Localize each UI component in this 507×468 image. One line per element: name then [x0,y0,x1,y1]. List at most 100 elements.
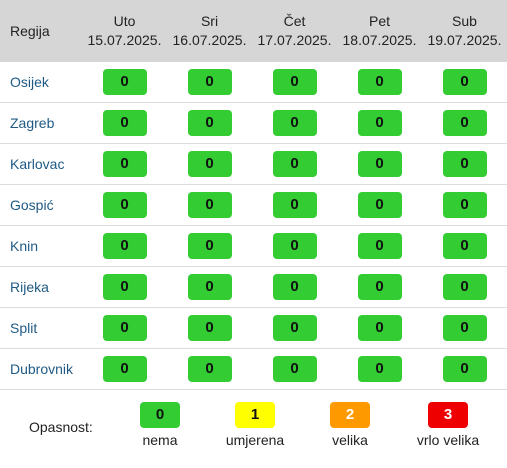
forecast-cell: 0 [337,102,422,144]
forecast-cell: 0 [422,348,507,390]
danger-level-badge: 0 [187,315,232,341]
region-link[interactable]: Knin [0,225,82,267]
legend-item-umjerena: 1 umjerena [205,402,305,448]
table-row: Gospić 0 0 0 0 0 [0,184,507,226]
forecast-cell: 0 [82,102,167,144]
danger-level-badge: 0 [187,151,232,177]
table-row: Osijek 0 0 0 0 0 [0,62,507,103]
day-name: Sub [452,13,477,29]
forecast-cell: 0 [337,62,422,103]
danger-level-badge: 0 [357,69,402,95]
day-date: 18.07.2025. [342,32,417,48]
forecast-cell: 0 [252,62,337,103]
region-link[interactable]: Rijeka [0,266,82,308]
forecast-cell: 0 [167,225,252,267]
danger-level-badge: 0 [102,233,147,259]
forecast-cell: 0 [252,266,337,308]
day-name: Uto [113,13,136,29]
day-name: Čet [283,13,306,29]
forecast-cell: 0 [82,143,167,185]
table-row: Karlovac 0 0 0 0 0 [0,143,507,185]
danger-level-badge: 0 [102,110,147,136]
table-row: Rijeka 0 0 0 0 0 [0,266,507,308]
danger-level-badge: 0 [102,356,147,382]
forecast-cell: 0 [82,225,167,267]
forecast-cell: 0 [422,266,507,308]
legend-title: Opasnost: [29,419,93,435]
danger-level-badge: 0 [442,356,487,382]
danger-level-badge: 0 [187,110,232,136]
region-link[interactable]: Karlovac [0,143,82,185]
forecast-cell: 0 [252,143,337,185]
danger-level-badge: 0 [357,356,402,382]
forecast-cell: 0 [252,225,337,267]
forecast-cell: 0 [252,307,337,349]
table-body: Osijek 0 0 0 0 0 Zagreb 0 0 0 0 0 Karlovac 0 0 0 0 0 Gospi… [0,62,507,390]
danger-level-badge: 0 [272,69,317,95]
day-column-header: Sri 16.07.2025. [167,0,252,62]
forecast-cell: 0 [82,266,167,308]
danger-level-badge: 0 [442,151,487,177]
forecast-cell: 0 [82,307,167,349]
forecast-cell: 0 [422,225,507,267]
forecast-cell: 0 [167,266,252,308]
day-column-header: Uto 15.07.2025. [82,0,167,62]
day-date: 16.07.2025. [172,32,247,48]
day-column-header: Sub 19.07.2025. [422,0,507,62]
danger-level-badge: 0 [187,233,232,259]
region-link[interactable]: Dubrovnik [0,348,82,390]
forecast-cell: 0 [167,307,252,349]
day-date: 19.07.2025. [427,32,502,48]
legend-label: vrlo velika [416,432,480,448]
danger-level-badge: 0 [357,274,402,300]
danger-level-badge: 0 [102,69,147,95]
danger-level-badge: 0 [102,151,147,177]
legend-badge: 2 [330,402,370,428]
danger-level-badge: 0 [102,315,147,341]
forecast-cell: 0 [82,62,167,103]
table-row: Zagreb 0 0 0 0 0 [0,102,507,144]
region-link[interactable]: Split [0,307,82,349]
danger-level-badge: 0 [272,233,317,259]
danger-level-badge: 0 [442,69,487,95]
danger-level-badge: 0 [272,110,317,136]
forecast-cell: 0 [252,102,337,144]
forecast-cell: 0 [82,184,167,226]
table-header-row: Regija Uto 15.07.2025. Sri 16.07.2025. Čet… [0,0,507,62]
day-column-header: Pet 18.07.2025. [337,0,422,62]
forecast-cell: 0 [167,348,252,390]
region-column-header: Regija [0,0,82,62]
region-link[interactable]: Zagreb [0,102,82,144]
forecast-cell: 0 [82,348,167,390]
forecast-cell: 0 [422,143,507,185]
day-name: Pet [368,13,390,29]
forecast-cell: 0 [167,184,252,226]
danger-level-badge: 0 [187,69,232,95]
forecast-cell: 0 [337,225,422,267]
forecast-cell: 0 [422,102,507,144]
danger-level-badge: 0 [357,110,402,136]
region-link[interactable]: Gospić [0,184,82,226]
legend: Opasnost: 0 nema 1 umjerena 2 velika 3 v… [0,390,507,460]
day-date: 15.07.2025. [87,32,162,48]
warning-table: Regija Uto 15.07.2025. Sri 16.07.2025. Čet… [0,0,507,390]
danger-level-badge: 0 [442,110,487,136]
forecast-cell: 0 [337,143,422,185]
forecast-cell: 0 [252,184,337,226]
danger-level-badge: 0 [272,192,317,218]
danger-level-badge: 0 [102,274,147,300]
legend-item-velika: 2 velika [300,402,400,448]
danger-level-badge: 0 [357,233,402,259]
legend-badge: 1 [235,402,275,428]
danger-level-badge: 0 [187,192,232,218]
forecast-cell: 0 [337,266,422,308]
day-name: Sri [200,13,219,29]
legend-badge: 0 [140,402,180,428]
forecast-cell: 0 [167,62,252,103]
forecast-cell: 0 [337,307,422,349]
region-link[interactable]: Osijek [0,62,82,103]
danger-level-badge: 0 [272,151,317,177]
forecast-cell: 0 [252,348,337,390]
forecast-cell: 0 [167,143,252,185]
